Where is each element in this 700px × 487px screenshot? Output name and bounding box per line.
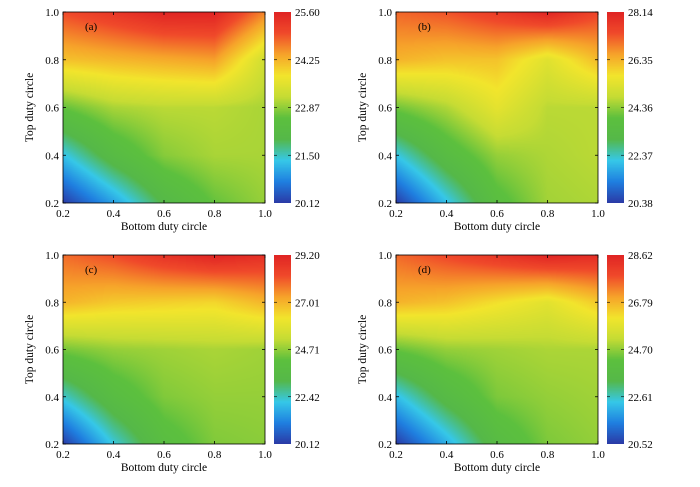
colorbar-tick-label: 28.62 xyxy=(628,250,653,262)
x-tick-label: 1.0 xyxy=(258,208,272,220)
colorbar-tick-label: 28.14 xyxy=(628,7,653,19)
panel-d: 0.2 0.4 0.6 0.8 1.0 0.2 0.4 0.6 0.8 1.0 Bottom dut… xyxy=(357,250,653,474)
colorbar-tick-label: 22.37 xyxy=(628,150,653,162)
colorbar-tick-label: 24.25 xyxy=(295,55,320,67)
y-tick-label: 1.0 xyxy=(45,250,59,262)
x-tick-label: 1.0 xyxy=(591,449,605,461)
x-tick-label: 0.8 xyxy=(208,449,222,461)
y-tick-label: 0.2 xyxy=(378,198,392,210)
colorbar-tick-label: 24.36 xyxy=(628,103,653,115)
x-tick-label: 0.8 xyxy=(541,208,555,220)
x-tick-label: 0.4 xyxy=(107,208,121,220)
y-tick-label: 0.8 xyxy=(378,55,392,67)
heatmap-surface xyxy=(63,12,265,203)
y-axis-label: Top duty circle xyxy=(357,73,369,142)
x-axis-label: Bottom duty circle xyxy=(121,462,207,474)
heatmap-surface xyxy=(396,12,598,203)
colorbar-tick-label: 22.61 xyxy=(628,392,653,404)
heatmap-surface xyxy=(63,255,265,444)
x-tick-label: 0.4 xyxy=(440,449,454,461)
colorbar-tick-label: 20.52 xyxy=(628,439,653,451)
x-tick-label: 0.2 xyxy=(56,208,70,220)
y-tick-label: 1.0 xyxy=(45,7,59,19)
colorbar-tick-label: 27.01 xyxy=(295,297,320,309)
y-axis-label: Top duty circle xyxy=(357,315,369,384)
y-tick-label: 1.0 xyxy=(378,7,392,19)
y-tick-label: 0.6 xyxy=(378,345,392,357)
y-tick-label: 0.4 xyxy=(378,150,392,162)
y-tick-label: 0.2 xyxy=(378,439,392,451)
x-tick-label: 1.0 xyxy=(258,449,272,461)
y-tick-label: 0.4 xyxy=(378,392,392,404)
y-tick-label: 0.6 xyxy=(45,103,59,115)
x-tick-label: 0.6 xyxy=(490,449,504,461)
x-tick-label: 0.6 xyxy=(157,449,171,461)
panel-b: 0.2 0.4 0.6 0.8 1.0 0.2 0.4 0.6 0.8 1.0 Bottom dut… xyxy=(357,7,653,233)
x-tick-label: 0.8 xyxy=(541,449,555,461)
panel-label: (b) xyxy=(418,21,431,33)
y-tick-label: 0.8 xyxy=(45,55,59,67)
x-tick-label: 1.0 xyxy=(591,208,605,220)
colorbar-tick-label: 29.20 xyxy=(295,250,320,262)
heatmap-surface xyxy=(396,255,598,444)
colorbar-gradient xyxy=(274,12,291,203)
panel-label: (c) xyxy=(85,264,98,276)
y-tick-label: 0.8 xyxy=(45,297,59,309)
colorbar-tick-label: 24.71 xyxy=(295,345,320,357)
colorbar-tick-label: 20.38 xyxy=(628,198,653,210)
y-tick-label: 0.6 xyxy=(45,345,59,357)
colorbar-tick-label: 22.42 xyxy=(295,392,320,404)
colorbar-tick-label: 24.70 xyxy=(628,345,653,357)
colorbar-tick-label: 25.60 xyxy=(295,7,320,19)
x-axis-label: Bottom duty circle xyxy=(121,221,207,233)
y-tick-label: 0.6 xyxy=(378,103,392,115)
colorbar-tick-label: 21.50 xyxy=(295,150,320,162)
colorbar-tick-label: 20.12 xyxy=(295,198,320,210)
x-axis-label: Bottom duty circle xyxy=(454,221,540,233)
y-tick-label: 0.2 xyxy=(45,439,59,451)
x-tick-label: 0.2 xyxy=(56,449,70,461)
panel-a: 0.2 0.4 0.6 0.8 1.0 0.2 0.4 0.6 0.8 1.0 Bottom dut… xyxy=(24,7,320,233)
panel-label: (d) xyxy=(418,264,431,276)
x-tick-label: 0.2 xyxy=(389,208,403,220)
y-axis-label: Top duty circle xyxy=(24,73,36,142)
y-tick-label: 0.4 xyxy=(45,392,59,404)
x-tick-label: 0.4 xyxy=(107,449,121,461)
colorbar-tick-label: 26.79 xyxy=(628,297,653,309)
y-tick-label: 0.8 xyxy=(378,297,392,309)
y-tick-label: 0.2 xyxy=(45,198,59,210)
y-tick-label: 1.0 xyxy=(378,250,392,262)
x-tick-label: 0.6 xyxy=(157,208,171,220)
panel-label: (a) xyxy=(85,21,98,33)
panel-c: 0.2 0.4 0.6 0.8 1.0 0.2 0.4 0.6 0.8 1.0 Bottom dut… xyxy=(24,250,320,474)
x-tick-label: 0.2 xyxy=(389,449,403,461)
x-axis-label: Bottom duty circle xyxy=(454,462,540,474)
colorbar-tick-label: 20.12 xyxy=(295,439,320,451)
colorbar-gradient xyxy=(274,255,291,444)
x-tick-label: 0.8 xyxy=(208,208,222,220)
x-tick-label: 0.6 xyxy=(490,208,504,220)
y-tick-label: 0.4 xyxy=(45,150,59,162)
colorbar-tick-label: 26.35 xyxy=(628,55,653,67)
x-tick-label: 0.4 xyxy=(440,208,454,220)
colorbar-gradient xyxy=(607,12,624,203)
y-axis-label: Top duty circle xyxy=(24,315,36,384)
colorbar-tick-label: 22.87 xyxy=(295,103,320,115)
colorbar-gradient xyxy=(607,255,624,444)
